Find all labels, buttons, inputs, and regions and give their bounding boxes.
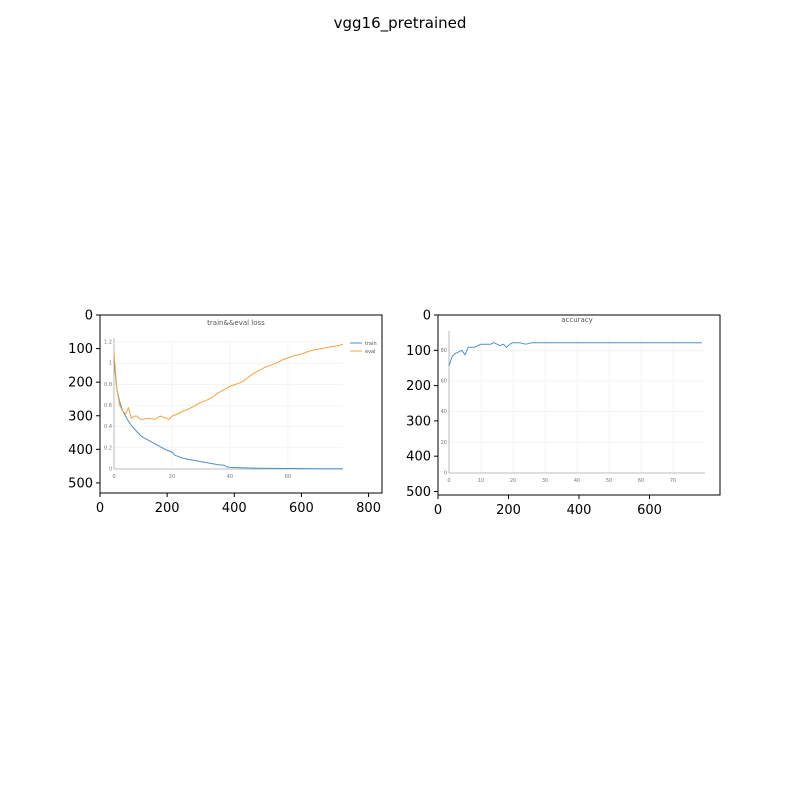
inner-y-tick-label: 0.2: [104, 445, 112, 451]
y-tick-label: 200: [406, 379, 431, 394]
loss-inner-ticks: 0 0.2 0.4 0.6 0.8 1 1.2 0 20 40 60: [104, 340, 291, 481]
figure-title: vgg16_pretrained: [334, 14, 467, 33]
y-tick-label: 100: [68, 342, 93, 357]
inner-x-tick-label: 10: [478, 478, 484, 484]
accuracy-chart-title: accuracy: [561, 316, 593, 324]
y-tick-label: 100: [406, 344, 431, 359]
inner-y-tick-label: 0.6: [104, 403, 112, 409]
legend-eval-label: eval: [365, 349, 376, 355]
inner-x-tick-label: 60: [638, 478, 644, 484]
x-tick-label: 200: [155, 501, 180, 516]
loss-legend: train eval: [350, 341, 377, 355]
loss-axes-frame: [99, 314, 383, 494]
inner-x-tick-label: 20: [510, 478, 516, 484]
loss-image-area: [100, 315, 382, 493]
x-tick-label: 400: [567, 503, 592, 518]
inner-y-tick-label: 0: [444, 471, 447, 477]
series-line-train: [113, 360, 344, 470]
accuracy-gridlines: [448, 331, 705, 474]
inner-x-tick-label: 0: [447, 478, 450, 484]
legend-train-label: train: [365, 341, 377, 347]
accuracy-embedded-chart: accuracy 0 20 40 60 80 0 10 20 30 40 50 60 70: [441, 316, 705, 484]
x-tick-label: 200: [496, 503, 521, 518]
inner-x-tick-label: 20: [169, 474, 175, 480]
y-tick-label: 500: [406, 485, 431, 500]
loss-panel: train&&eval loss 0 0.2 0.4 0.6 0.8 1 1.2 0 20 40 6…: [68, 309, 383, 517]
y-tick-label: 300: [68, 409, 93, 424]
x-tick-label: 600: [289, 501, 314, 516]
inner-y-tick-label: 20: [441, 440, 447, 446]
inner-y-tick-label: 0: [109, 467, 112, 473]
y-tick-label: 400: [406, 450, 431, 465]
y-tick-label: 500: [68, 476, 93, 491]
x-tick-label: 600: [637, 503, 662, 518]
y-tick-label: 200: [68, 376, 93, 391]
loss-chart-title: train&&eval loss: [207, 319, 265, 327]
inner-y-tick-label: 40: [441, 409, 447, 415]
x-tick-label: 0: [96, 501, 104, 516]
inner-x-tick-label: 60: [285, 474, 291, 480]
inner-x-tick-label: 50: [606, 478, 612, 484]
inner-x-tick-label: 40: [227, 474, 233, 480]
accuracy-inner-ticks: 0 20 40 60 80 0 10 20 30 40 50 60 70: [441, 348, 677, 484]
y-tick-label: 0: [85, 309, 93, 324]
inner-x-tick-label: 30: [542, 478, 548, 484]
inner-y-tick-label: 60: [441, 379, 447, 385]
accuracy-series: [448, 342, 702, 366]
y-tick-label: 300: [406, 414, 431, 429]
accuracy-image-area: [438, 315, 720, 495]
x-tick-label: 0: [434, 503, 442, 518]
x-tick-label: 400: [222, 501, 247, 516]
inner-x-tick-label: 40: [574, 478, 580, 484]
accuracy-panel: accuracy 0 20 40 60 80 0 10 20 30 40 50 60 70 0 200 40…: [406, 309, 721, 519]
y-tick-label: 0: [423, 309, 431, 324]
loss-embedded-chart: train&&eval loss 0 0.2 0.4 0.6 0.8 1 1.2 0 20 40 6…: [104, 319, 377, 480]
inner-y-tick-label: 0.4: [104, 424, 112, 430]
loss-gridlines: [113, 338, 343, 470]
inner-y-tick-label: 0.8: [104, 382, 112, 388]
inner-y-tick-label: 80: [441, 348, 447, 354]
inner-x-tick-label: 0: [112, 474, 115, 480]
inner-x-tick-label: 70: [670, 478, 676, 484]
inner-y-tick-label: 1.2: [104, 340, 112, 346]
y-tick-label: 400: [68, 443, 93, 458]
loss-series: [113, 343, 344, 470]
x-tick-label: 800: [356, 501, 381, 516]
series-line-accuracy: [448, 342, 702, 366]
series-line-eval: [113, 343, 344, 420]
inner-y-tick-label: 1: [109, 361, 112, 367]
